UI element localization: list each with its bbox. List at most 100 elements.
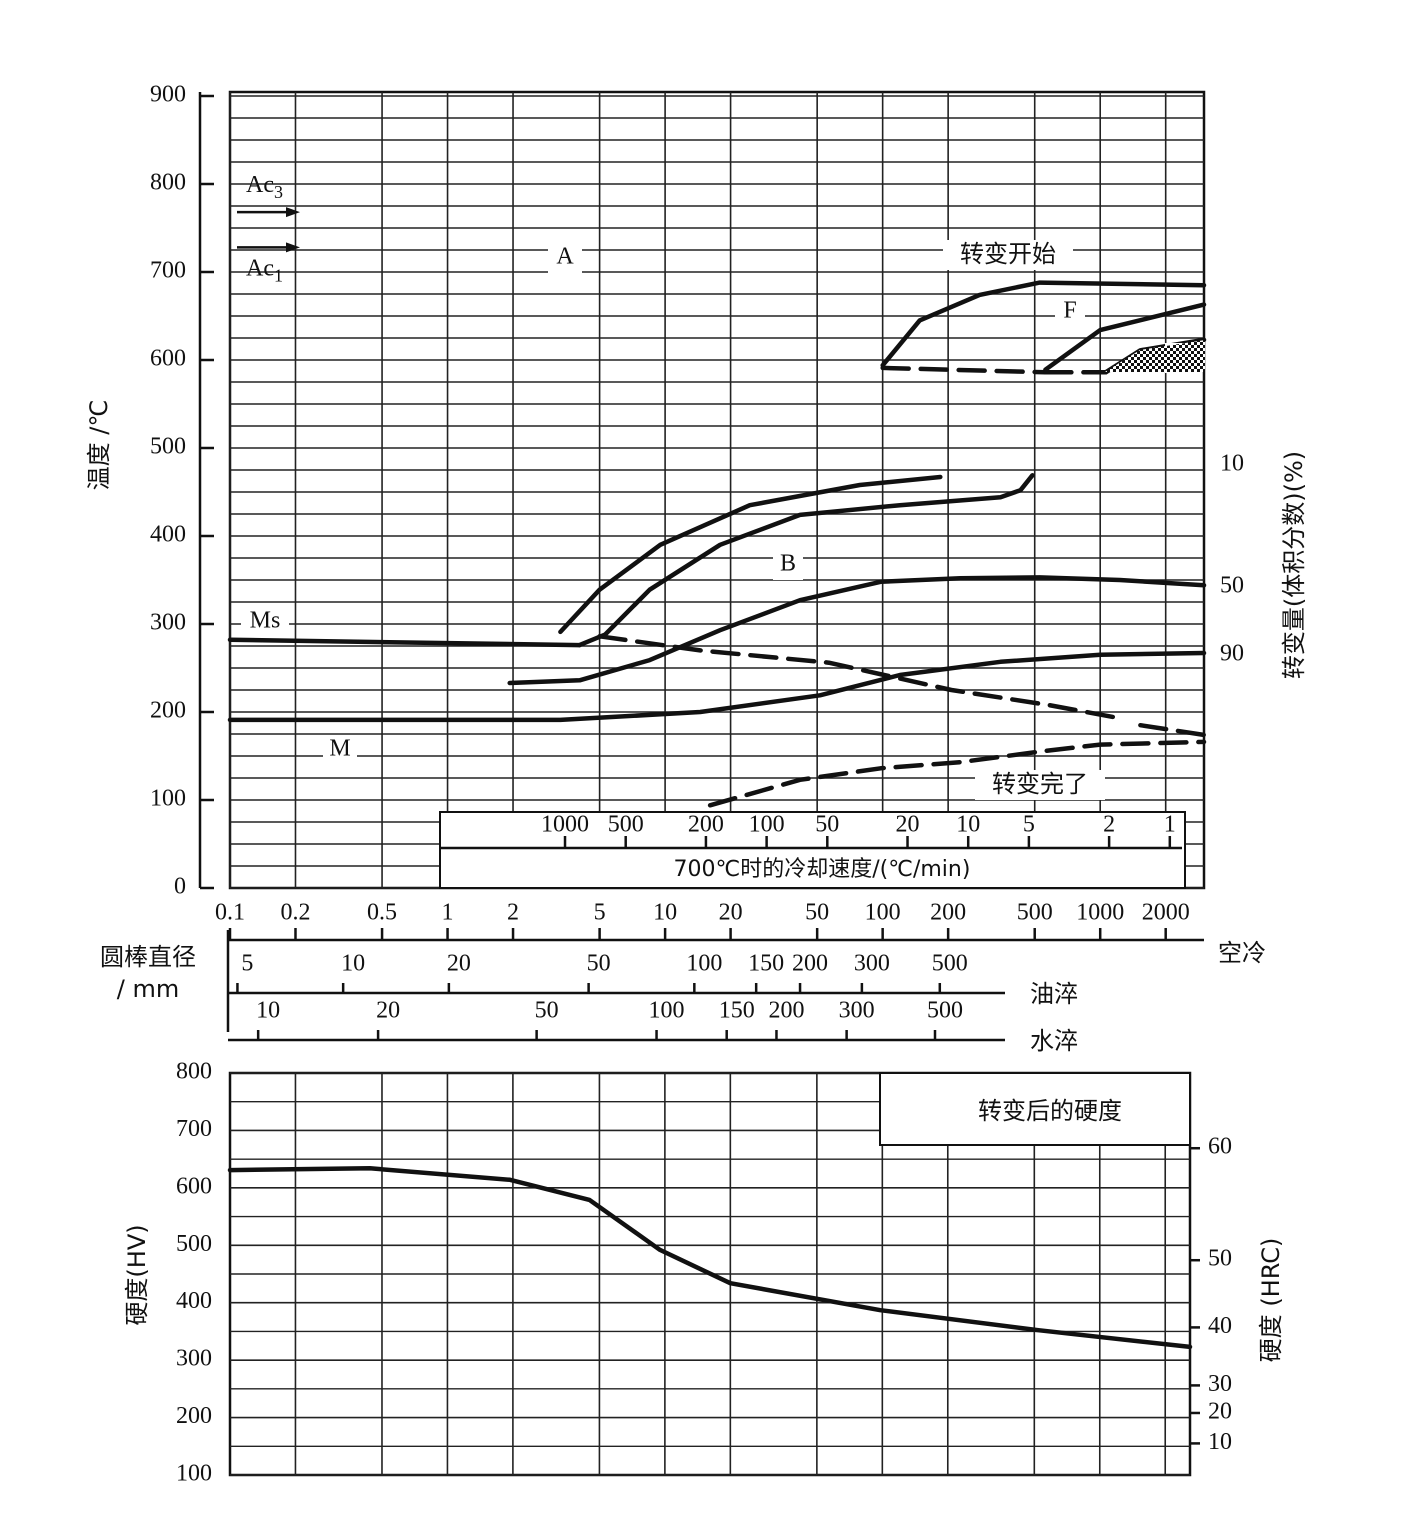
ac-label-sub: 1	[274, 265, 283, 285]
x-tick-label: 0.5	[367, 900, 397, 926]
x-tick-label: 100	[865, 900, 901, 926]
ac-label: Ac3	[246, 172, 283, 203]
diameter-tick-label: 50	[535, 998, 559, 1024]
rate-tick-label: 1	[1164, 812, 1176, 838]
x-tick-label: 500	[1017, 900, 1053, 926]
y-tick-label: 500	[150, 434, 186, 460]
y-tick-label: 800	[150, 170, 186, 196]
title-box	[879, 1072, 1191, 1146]
rate-tick-label: 10	[956, 812, 980, 838]
x-tick-label: 2	[507, 900, 519, 926]
transformation-label: 10	[1220, 451, 1244, 477]
y-tick-label: 0	[174, 874, 186, 900]
rate-tick-label: 500	[608, 812, 644, 838]
annotation: 转变开始	[960, 240, 1056, 268]
x-tick-label: 50	[805, 900, 829, 926]
annotation: M	[329, 736, 350, 762]
annotation: A	[556, 244, 574, 270]
y-tick-label: 300	[150, 610, 186, 636]
y2-tick-label: 30	[1208, 1371, 1232, 1397]
x-tick-label: 1	[442, 900, 454, 926]
y2-tick-label: 40	[1208, 1313, 1232, 1339]
curve	[707, 739, 1207, 808]
annotation: F	[1063, 298, 1076, 324]
y-tick-label: 500	[176, 1231, 212, 1257]
pearlite-region	[1105, 340, 1205, 372]
x-tick-label: 1000	[1076, 900, 1124, 926]
y-tick-label: 100	[150, 786, 186, 812]
rate-tick-label: 200	[688, 812, 724, 838]
annotation-bg	[548, 243, 582, 273]
y2-tick-label: 50	[1208, 1246, 1232, 1272]
transformation-label: 90	[1220, 641, 1244, 667]
rate-title: 700℃时的冷却速度/(℃/min)	[674, 857, 971, 882]
x-tick-label: 2000	[1142, 900, 1190, 926]
x-tick-label: 10	[653, 900, 677, 926]
diameter-tick-label: 5	[241, 951, 253, 977]
rate-title-bg	[600, 855, 1045, 885]
diameter-tick-label: 20	[447, 951, 471, 977]
rate-tick-label: 5	[1023, 812, 1035, 838]
y2-tick-label: 10	[1208, 1429, 1232, 1455]
curve	[227, 650, 1207, 723]
diameter-row-name: 油淬	[1030, 980, 1078, 1008]
diameter-tick-label: 500	[932, 951, 968, 977]
x-tick-label: 200	[930, 900, 966, 926]
y-tick-label: 800	[176, 1059, 212, 1085]
rate-tick-label: 20	[896, 812, 920, 838]
curve	[880, 365, 1048, 375]
y2-axis-title: 硬度 (HRC)	[1257, 1238, 1285, 1363]
ac-label: Ac1	[246, 255, 283, 286]
x-caption: 空冷	[1218, 939, 1266, 967]
curve	[597, 634, 1123, 721]
y-tick-label: 700	[150, 258, 186, 284]
diameter-tick-label: 10	[341, 951, 365, 977]
x-tick-label: 5	[594, 900, 606, 926]
rate-tick-label: 100	[749, 812, 785, 838]
diameter-tick-label: 300	[839, 998, 875, 1024]
diameter-tick-label: 10	[256, 998, 280, 1024]
annotation-bg	[1055, 297, 1085, 327]
x-tick-label: 0.2	[280, 900, 310, 926]
ac-arrow	[286, 207, 300, 218]
diameter-tick-label: 200	[792, 951, 828, 977]
diameter-tick-label: 200	[768, 998, 804, 1024]
y-tick-label: 600	[150, 346, 186, 372]
y-axis-title: 硬度(HV)	[123, 1224, 151, 1325]
y2-axis-title: 转变量(体积分数)(%)	[1280, 451, 1308, 679]
chart-title: 转变后的硬度	[978, 1097, 1122, 1125]
annotation-bg	[943, 240, 1073, 270]
y2-tick-label: 20	[1208, 1398, 1232, 1424]
y-tick-label: 200	[150, 698, 186, 724]
diameter-tick-label: 50	[587, 951, 611, 977]
y-tick-label: 100	[176, 1461, 212, 1487]
annotation: B	[780, 551, 796, 577]
annotation-bg	[773, 550, 803, 580]
diameter-title: 圆棒直径	[100, 943, 196, 971]
y-tick-label: 300	[176, 1346, 212, 1372]
y-tick-label: 600	[176, 1173, 212, 1199]
ac-label-sub: 3	[274, 182, 283, 202]
diameter-tick-label: 300	[854, 951, 890, 977]
diameter-tick-label: 150	[719, 998, 755, 1024]
diameter-tick-label: 150	[748, 951, 784, 977]
y-tick-label: 400	[150, 522, 186, 548]
ac-arrow	[286, 242, 300, 253]
curve	[1043, 302, 1207, 372]
annotation: 转变完了	[992, 770, 1088, 798]
rate-tick-label: 2	[1103, 812, 1115, 838]
transformation-label: 50	[1220, 573, 1244, 599]
annotation-bg	[241, 607, 289, 637]
y-axis-title: 温度 /℃	[85, 400, 113, 491]
diameter-unit: / mm	[117, 975, 179, 1003]
rate-tick-label: 50	[815, 812, 839, 838]
curve	[880, 280, 1207, 368]
diameter-tick-label: 100	[649, 998, 685, 1024]
curve	[227, 1166, 1193, 1350]
annotation-bg	[975, 770, 1105, 800]
y-tick-label: 900	[150, 82, 186, 108]
x-tick-label: 20	[719, 900, 743, 926]
diameter-tick-label: 100	[686, 951, 722, 977]
